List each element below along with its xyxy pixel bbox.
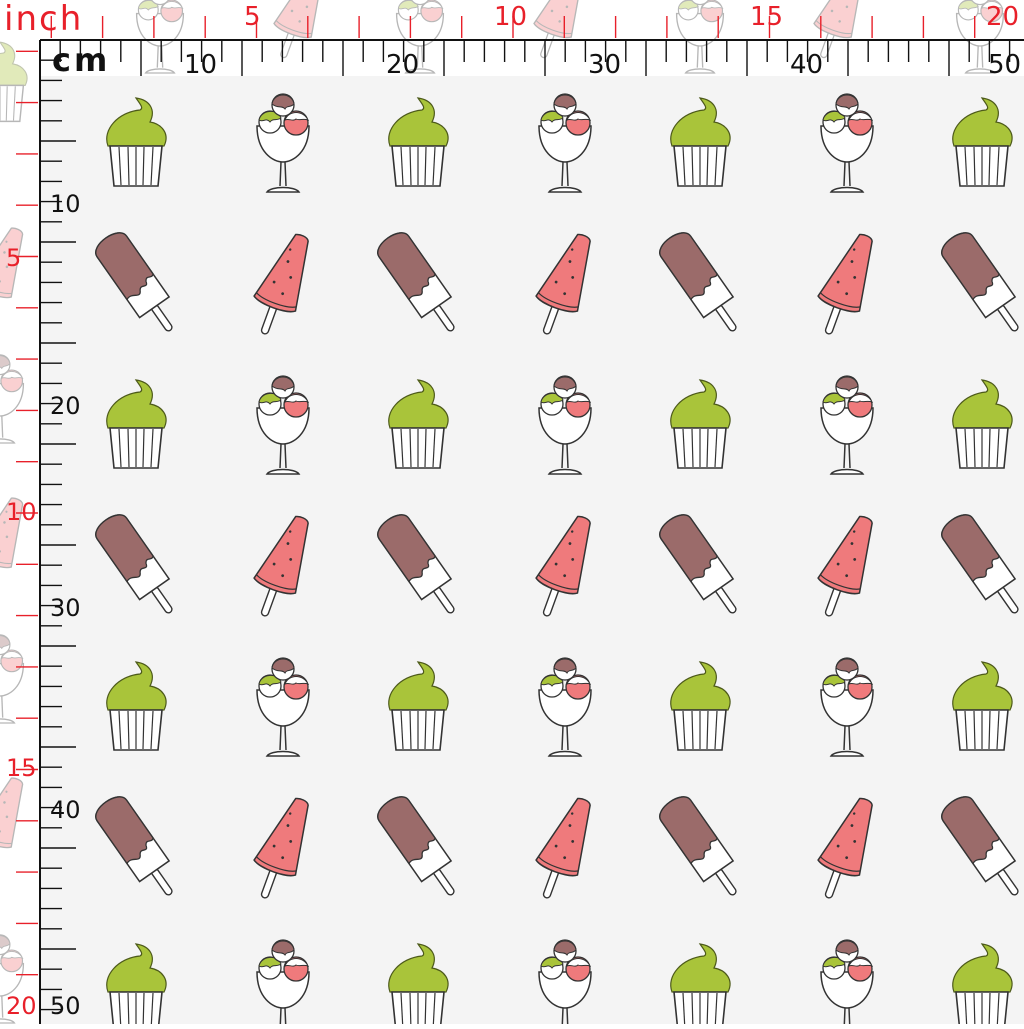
cm-top-tick-label: 30 <box>588 50 622 80</box>
cm-top-tick-label: 20 <box>386 50 420 80</box>
fabric-area <box>40 76 1024 1024</box>
cm-top-tick-label: 40 <box>790 50 824 80</box>
inch-left-tick-label: 15 <box>6 754 37 782</box>
cm-left-tick-label: 30 <box>50 594 81 622</box>
cm-top-tick-label: 50 <box>988 50 1022 80</box>
inch-left-tick-label: 10 <box>6 498 37 526</box>
cm-left-tick-label: 50 <box>50 992 81 1020</box>
inch-unit-label: inch <box>4 0 84 39</box>
inch-top-tick-label: 20 <box>986 2 1020 32</box>
cm-left-tick-label: 10 <box>50 190 81 218</box>
inch-top-tick-label: 10 <box>494 2 528 32</box>
inch-top-tick-label: 5 <box>244 2 261 32</box>
cm-left-tick-label: 40 <box>50 796 81 824</box>
cm-unit-label: cm <box>52 41 111 79</box>
cm-top-tick-label: 10 <box>184 50 218 80</box>
inch-top-tick-label: 15 <box>750 2 784 32</box>
inch-left-tick-label: 20 <box>6 992 37 1020</box>
cm-left-tick-label: 20 <box>50 392 81 420</box>
inch-left-tick-label: 5 <box>6 244 22 272</box>
